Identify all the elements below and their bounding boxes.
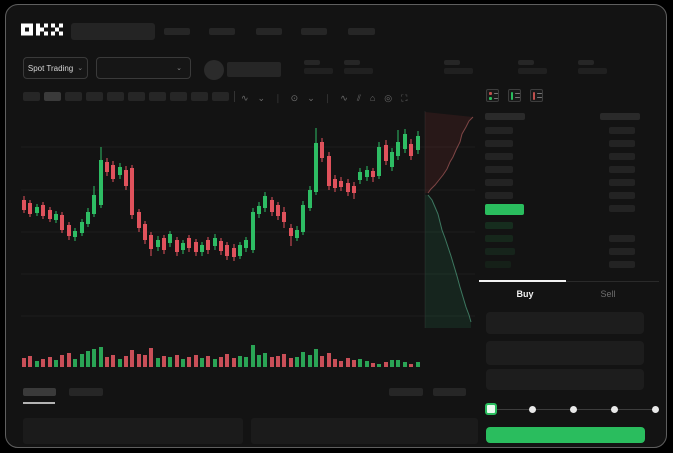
depth-layer <box>424 111 474 328</box>
chart-tools: ∿ ⌄ ❘ ⊙ ⌄ ❘ ∿ ⫽ ⌂ ◎ ⛶ <box>241 90 407 106</box>
settings-icon[interactable]: ◎ <box>384 92 393 103</box>
market-type-dropdown[interactable]: Spot Trading ⌄ <box>23 57 88 79</box>
amount-input[interactable] <box>486 341 644 365</box>
orderbook-ask-row[interactable] <box>609 192 635 199</box>
orderbook-bid-row[interactable] <box>485 261 511 268</box>
indicators-icon[interactable]: ∿ <box>241 92 249 103</box>
orderbook-bid-row[interactable] <box>609 235 635 242</box>
separator: ❘ <box>323 92 332 103</box>
okx-logo-glyph <box>21 23 63 36</box>
timeframe-button[interactable] <box>128 92 145 101</box>
bottom-tab-active[interactable] <box>23 388 56 396</box>
amount-slider-stop[interactable] <box>652 406 659 413</box>
amount-slider-handle[interactable] <box>485 403 497 415</box>
timeframe-button[interactable] <box>44 92 61 101</box>
nav-item[interactable] <box>256 28 282 35</box>
line-tool-icon[interactable]: ∿ <box>340 92 348 103</box>
orderbook-header-left[interactable] <box>485 113 525 120</box>
toolbar-divider <box>234 91 235 102</box>
timeframe-button[interactable] <box>23 92 40 101</box>
orderbook-bid-row[interactable] <box>485 222 513 229</box>
stat-label-placeholder <box>444 60 460 65</box>
pair-selector-dropdown[interactable]: ⌄ <box>96 57 191 79</box>
chevron-down-icon: ⌄ <box>176 64 182 72</box>
orderbook-ask-row[interactable] <box>485 153 513 160</box>
amount-slider-stop[interactable] <box>529 406 536 413</box>
timeframe-button[interactable] <box>149 92 166 101</box>
history-panel-placeholder <box>251 418 478 444</box>
chevron-down-icon[interactable]: ⌄ <box>257 92 266 103</box>
total-input[interactable] <box>486 369 644 390</box>
candles-layer <box>22 128 420 261</box>
stat-value-placeholder <box>344 68 373 74</box>
orderbook-ask-row[interactable] <box>485 192 513 199</box>
stat-label-placeholder <box>344 60 360 65</box>
bottom-tab-underline <box>23 402 55 404</box>
buy-submit-button[interactable] <box>486 427 645 443</box>
orderbook-bid-row[interactable] <box>609 248 635 255</box>
orderbook-header-right[interactable] <box>600 113 640 120</box>
orderbook-ask-row[interactable] <box>609 153 635 160</box>
timeframe-button[interactable] <box>212 92 229 101</box>
tab-divider <box>479 281 659 282</box>
app-window: Spot Trading ⌄ ⌄ ∿ ⌄ ❘ ⊙ ⌄ ❘ ∿ ⫽ ⌂ ◎ ⛶ Buy Sell <box>5 4 667 448</box>
tab-buy[interactable]: Buy <box>516 289 534 299</box>
stat-value-placeholder <box>518 68 547 74</box>
orderbook-ask-row[interactable] <box>485 179 513 186</box>
orderbook-ask-row[interactable] <box>485 140 513 147</box>
orderbook-combined-view-icon[interactable] <box>486 89 499 102</box>
orderbook-asks-view-icon[interactable] <box>530 89 543 102</box>
orderbook-ask-row[interactable] <box>485 166 513 173</box>
orderbook-last-price[interactable] <box>485 204 524 215</box>
chevron-down-icon: ⌄ <box>77 64 84 72</box>
bottom-tab[interactable] <box>69 388 103 396</box>
stat-value-placeholder <box>304 68 333 74</box>
timeframe-button[interactable] <box>86 92 103 101</box>
orderbook-ask-row[interactable] <box>485 127 513 134</box>
nav-item[interactable] <box>164 28 190 35</box>
nav-item[interactable] <box>348 28 375 35</box>
active-tab-indicator <box>479 280 566 282</box>
amount-slider-stop[interactable] <box>611 406 618 413</box>
timeframe-button[interactable] <box>107 92 124 101</box>
chevron-down-icon[interactable]: ⌄ <box>307 92 315 103</box>
timeframe-button[interactable] <box>65 92 82 101</box>
stat-value-placeholder <box>444 68 473 74</box>
nav-item[interactable] <box>301 28 327 35</box>
bottom-action[interactable] <box>433 388 466 396</box>
orderbook-bids-view-icon[interactable] <box>508 89 521 102</box>
orderbook-bid-row[interactable] <box>485 235 513 242</box>
orderbook-bid-row[interactable] <box>609 261 635 268</box>
pair-coin-icon <box>204 60 224 80</box>
orderbook-ask-row[interactable] <box>609 166 635 173</box>
orderbook-ask-row[interactable] <box>609 127 635 134</box>
price-input[interactable] <box>486 312 644 334</box>
gridlines-layer <box>21 146 475 317</box>
search-input[interactable] <box>71 23 155 40</box>
stat-value-placeholder <box>578 68 607 74</box>
orderbook-ask-row[interactable] <box>609 140 635 147</box>
orderbook-row[interactable] <box>609 205 635 212</box>
bottom-action[interactable] <box>389 388 423 396</box>
orderbook-ask-row[interactable] <box>609 179 635 186</box>
compare-icon[interactable]: ⊙ <box>290 92 299 103</box>
stat-label-placeholder <box>578 60 594 65</box>
camera-icon[interactable]: ⌂ <box>369 93 376 103</box>
timeframe-button[interactable] <box>170 92 187 101</box>
nav-item[interactable] <box>209 28 235 35</box>
stat-label-placeholder <box>518 60 534 65</box>
stat-label-placeholder <box>304 60 320 65</box>
orders-panel-placeholder <box>23 418 243 444</box>
market-type-label: Spot Trading <box>27 63 74 73</box>
volume-layer <box>22 345 420 367</box>
draw-tool-icon[interactable]: ⫽ <box>356 92 361 103</box>
amount-slider-stop[interactable] <box>570 406 577 413</box>
okx-logo <box>21 23 63 41</box>
fullscreen-icon[interactable]: ⛶ <box>401 92 408 103</box>
pair-name-placeholder <box>227 62 281 77</box>
tab-sell[interactable]: Sell <box>600 289 616 299</box>
timeframe-button[interactable] <box>191 92 208 101</box>
separator: ❘ <box>274 92 282 103</box>
orderbook-bid-row[interactable] <box>485 248 515 255</box>
